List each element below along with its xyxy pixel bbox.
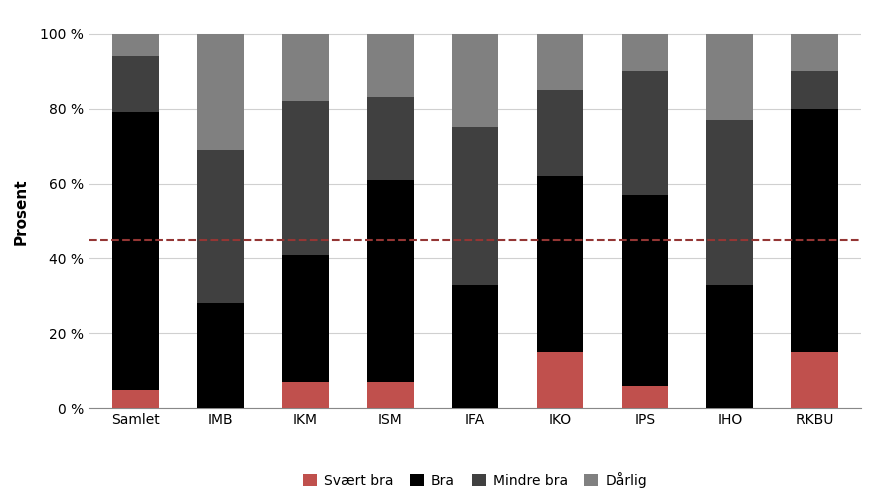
Bar [791, 109, 838, 352]
Bar [367, 180, 414, 382]
Bar [536, 90, 583, 176]
Bar [282, 255, 329, 382]
Bar [622, 34, 668, 71]
Bar [452, 127, 498, 285]
Bar [707, 285, 753, 408]
Bar [282, 382, 329, 408]
Y-axis label: Prosent: Prosent [14, 178, 29, 245]
Bar [791, 71, 838, 109]
Bar [367, 34, 414, 98]
Bar [197, 34, 243, 150]
Bar [622, 386, 668, 408]
Bar [112, 56, 159, 113]
Bar [112, 389, 159, 408]
Bar [622, 195, 668, 386]
Bar [707, 120, 753, 285]
Bar [112, 113, 159, 389]
Bar [707, 34, 753, 120]
Bar [282, 101, 329, 255]
Legend: Svært bra, Bra, Mindre bra, Dårlig: Svært bra, Bra, Mindre bra, Dårlig [297, 467, 653, 494]
Bar [367, 382, 414, 408]
Bar [197, 303, 243, 408]
Bar [452, 285, 498, 408]
Bar [197, 150, 243, 303]
Bar [536, 34, 583, 90]
Bar [791, 34, 838, 71]
Bar [791, 352, 838, 408]
Bar [452, 34, 498, 127]
Bar [536, 176, 583, 352]
Bar [622, 71, 668, 195]
Bar [112, 34, 159, 56]
Bar [536, 352, 583, 408]
Bar [282, 34, 329, 101]
Bar [367, 98, 414, 180]
